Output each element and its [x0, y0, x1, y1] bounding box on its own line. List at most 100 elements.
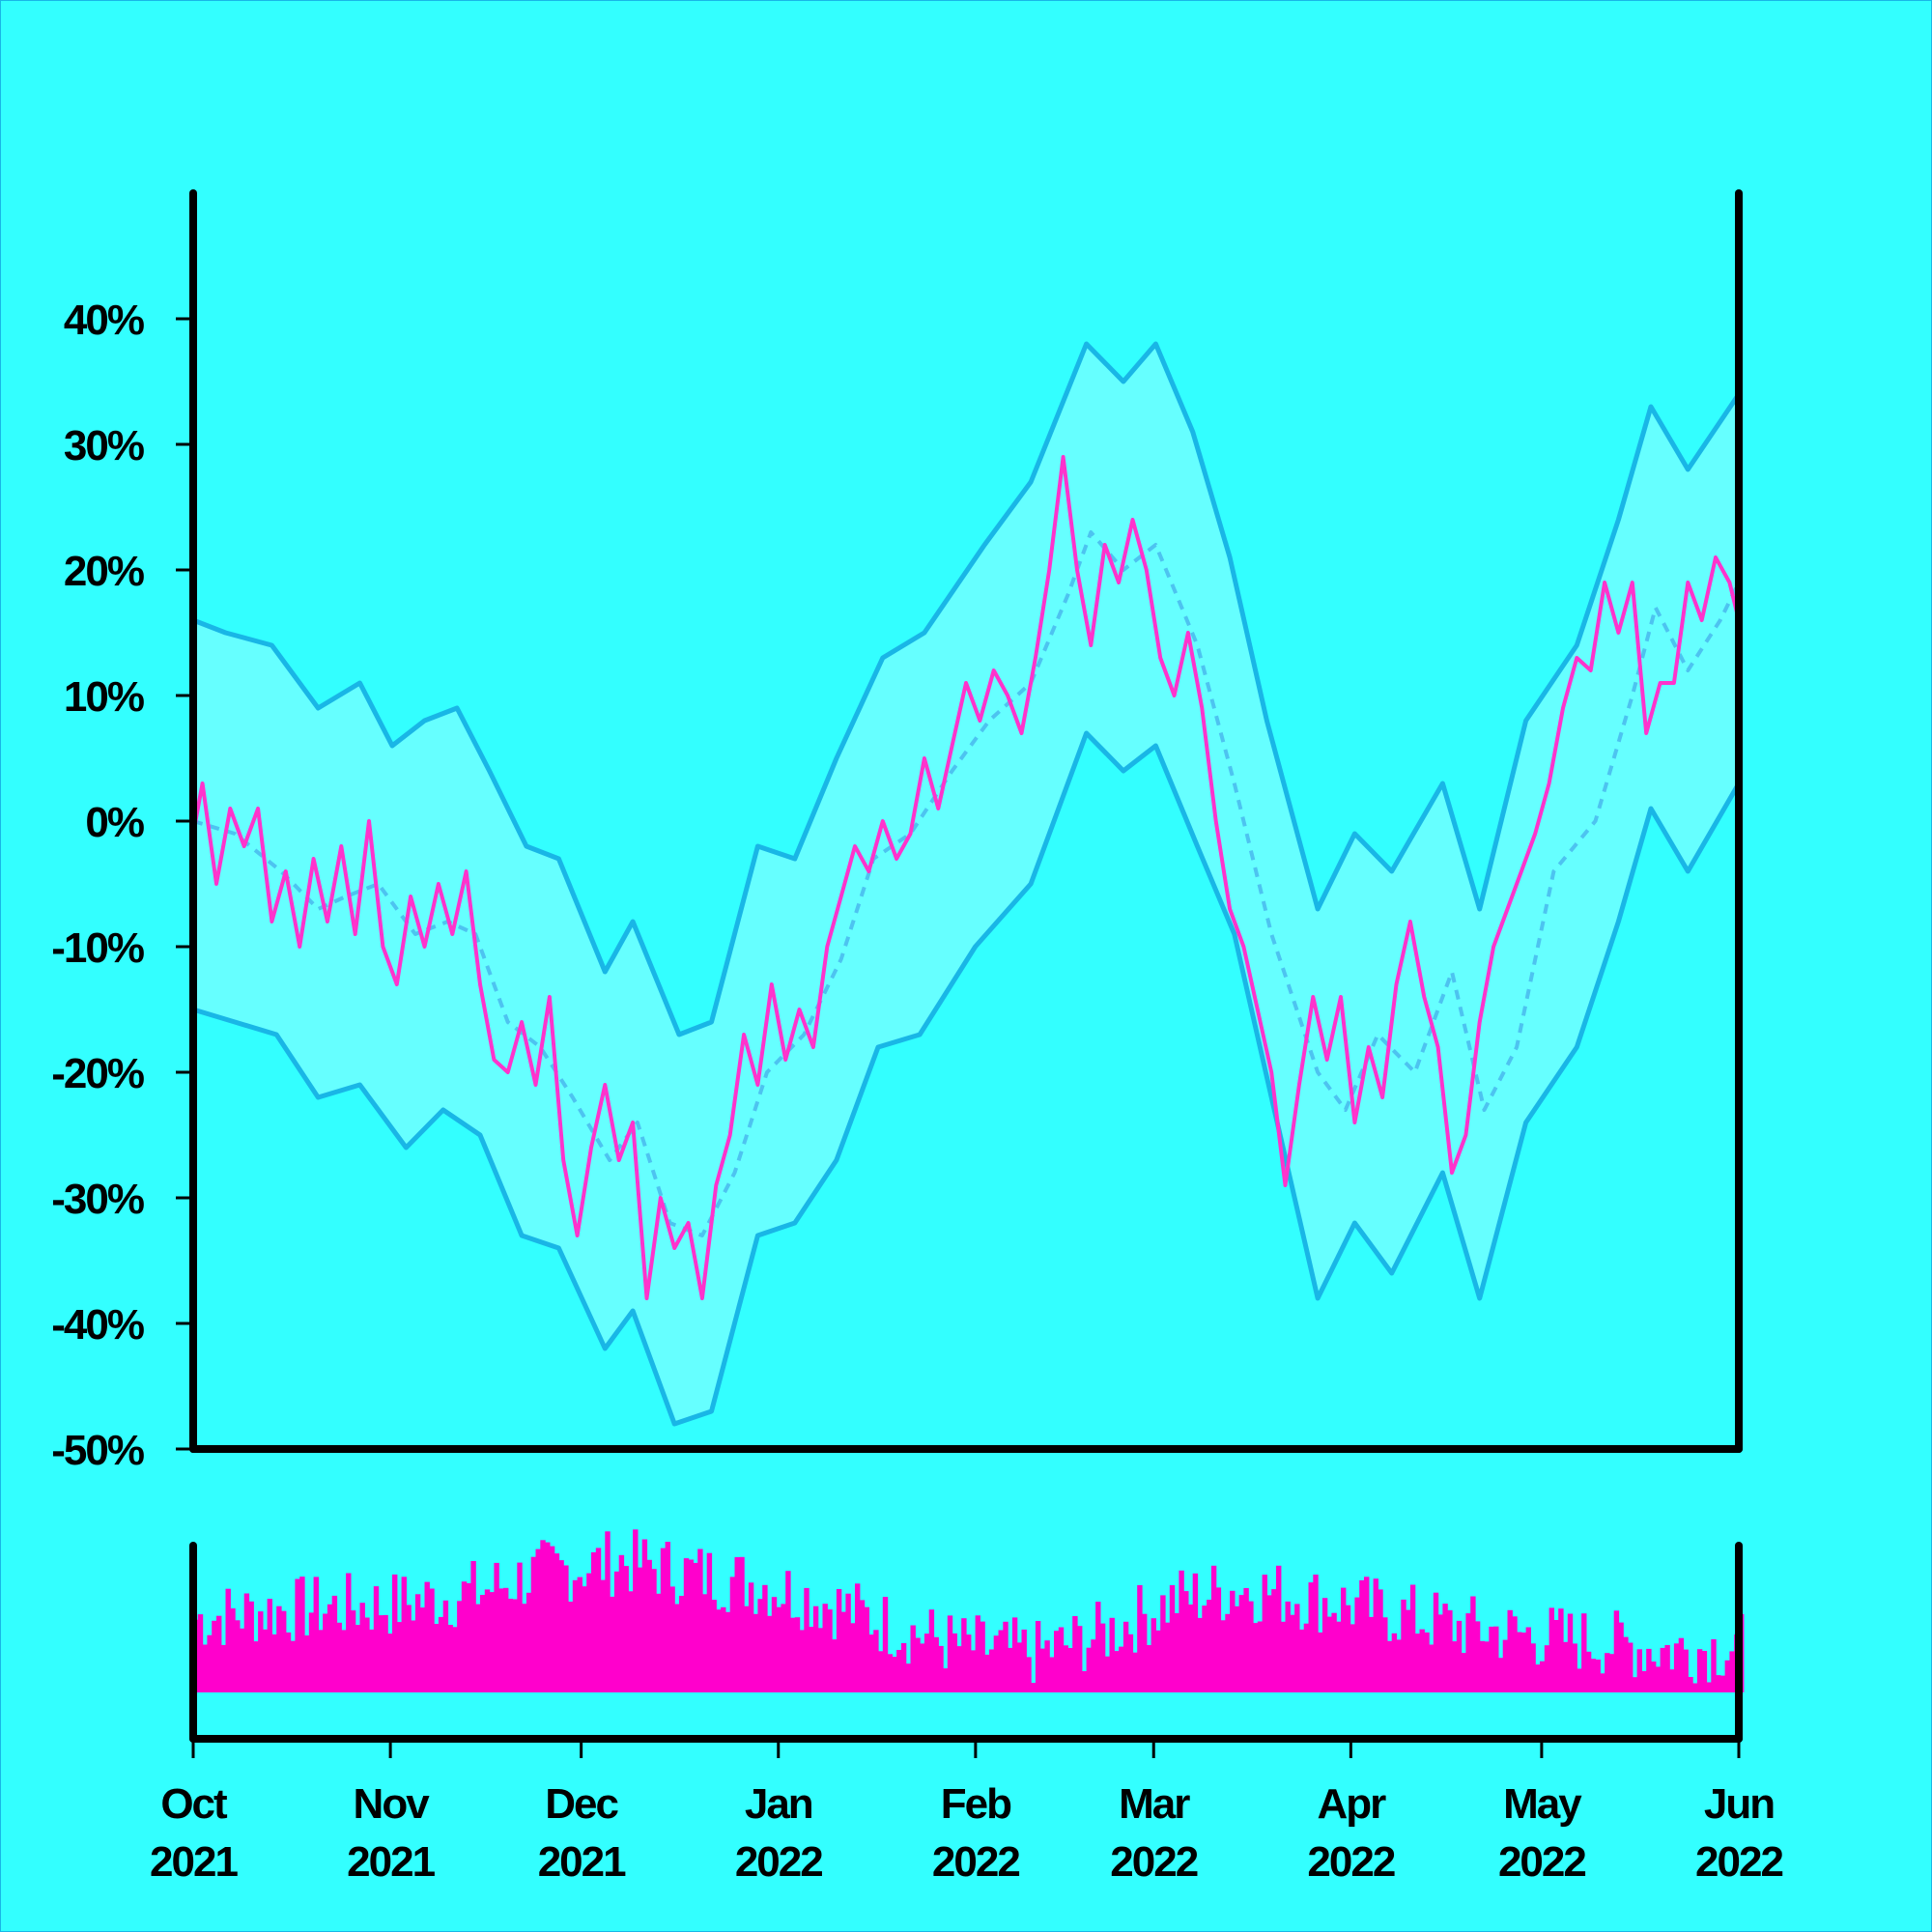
- volume-bar: [522, 1604, 527, 1692]
- volume-bar: [1151, 1618, 1156, 1692]
- volume-bar: [855, 1583, 861, 1692]
- volume-bar: [1608, 1654, 1615, 1692]
- volume-bar: [494, 1562, 499, 1692]
- volume-bar: [1058, 1627, 1065, 1692]
- volume-bar: [1548, 1607, 1554, 1692]
- volume-bar: [540, 1540, 546, 1692]
- volume-bar: [920, 1643, 925, 1692]
- x-tick-label-month: Oct: [160, 1780, 228, 1828]
- volume-bar: [1544, 1645, 1550, 1692]
- volume-bar: [364, 1617, 370, 1692]
- volume-bar: [628, 1591, 634, 1692]
- volume-bar: [248, 1601, 254, 1692]
- volume-bar: [1563, 1641, 1569, 1692]
- volume-bar: [480, 1595, 486, 1692]
- volume-bar: [1021, 1629, 1027, 1692]
- volume-bar: [225, 1588, 231, 1692]
- volume-bar: [1696, 1649, 1703, 1692]
- volume-bar: [1354, 1597, 1360, 1692]
- volume-bar: [1540, 1661, 1546, 1692]
- volume-bar: [554, 1553, 560, 1692]
- volume-bar: [1433, 1592, 1439, 1692]
- volume-bar: [341, 1630, 347, 1692]
- volume-bar: [1044, 1640, 1050, 1692]
- volume-bar: [212, 1620, 217, 1692]
- volume-bar: [1253, 1623, 1259, 1692]
- volume-bar: [1308, 1582, 1314, 1692]
- volume-bar: [947, 1615, 953, 1692]
- volume-bar: [980, 1621, 985, 1692]
- volume-bar: [572, 1579, 579, 1692]
- volume-bar: [1364, 1577, 1370, 1692]
- volume-bar: [1729, 1651, 1735, 1692]
- volume-bar: [1321, 1598, 1328, 1692]
- volume-bar: [401, 1577, 407, 1692]
- x-tick-label-year: 2022: [735, 1838, 822, 1886]
- volume-bar: [411, 1620, 416, 1692]
- y-tick-label: -30%: [51, 1176, 144, 1223]
- volume-bar: [827, 1609, 833, 1692]
- volume-bar: [1456, 1620, 1463, 1692]
- volume-bar: [1517, 1632, 1522, 1692]
- volume-bar: [1678, 1637, 1685, 1692]
- volume-bar: [868, 1634, 874, 1692]
- volume-bar: [998, 1630, 1004, 1692]
- volume-bar: [1386, 1640, 1393, 1692]
- volume-bar: [1512, 1616, 1518, 1692]
- volume-bar: [1525, 1627, 1531, 1692]
- volume-bar: [892, 1657, 897, 1692]
- volume-bar: [1285, 1601, 1291, 1692]
- volume-bar: [1497, 1658, 1504, 1692]
- volume-bar: [933, 1636, 939, 1692]
- volume-bar: [350, 1610, 356, 1692]
- volume-bar: [1290, 1614, 1295, 1692]
- volume-bar: [1655, 1666, 1662, 1692]
- volume-bar: [1535, 1664, 1541, 1692]
- volume-bar: [1489, 1626, 1494, 1692]
- x-tick-label-year: 2022: [1110, 1838, 1197, 1886]
- y-tick-label: 10%: [64, 673, 144, 721]
- x-tick-label-year: 2021: [347, 1838, 435, 1886]
- volume-bar: [1238, 1595, 1244, 1692]
- x-tick-label-month: Feb: [941, 1780, 1011, 1828]
- volume-bar: [915, 1637, 921, 1692]
- volume-bar: [1646, 1648, 1652, 1692]
- volume-bar: [290, 1640, 296, 1692]
- volume-bar: [582, 1586, 587, 1692]
- volume-bar: [970, 1650, 977, 1692]
- volume-bar: [646, 1559, 652, 1692]
- volume-bar: [910, 1625, 916, 1692]
- volume-bar: [1091, 1639, 1096, 1692]
- volume-bar: [1313, 1575, 1319, 1692]
- volume-bar: [1368, 1616, 1375, 1692]
- volume-bar: [637, 1567, 643, 1692]
- volume-bar: [1719, 1675, 1726, 1692]
- volume-bar: [790, 1617, 796, 1692]
- volume-bar: [202, 1644, 208, 1692]
- volume-bar: [383, 1614, 388, 1692]
- x-tick-label-year: 2021: [150, 1838, 238, 1886]
- volume-bar: [613, 1571, 620, 1692]
- volume-bar: [1623, 1636, 1629, 1692]
- volume-bar: [1276, 1565, 1282, 1692]
- volume-bar: [693, 1562, 698, 1692]
- volume-bar: [1701, 1651, 1708, 1692]
- volume-bar: [1179, 1570, 1184, 1692]
- volume-bar: [355, 1625, 361, 1692]
- volume-bar: [1706, 1682, 1712, 1692]
- volume-bar: [1651, 1662, 1657, 1692]
- volume-bar: [1711, 1638, 1717, 1692]
- volume-bar: [776, 1606, 781, 1692]
- volume-bar: [669, 1586, 675, 1692]
- y-tick-label: 0%: [85, 799, 143, 846]
- volume-bar: [378, 1615, 384, 1692]
- volume-bar: [748, 1582, 754, 1692]
- volume-panel: [193, 1529, 1745, 1692]
- volume-bar: [1660, 1647, 1665, 1692]
- volume-bar: [327, 1604, 333, 1692]
- volume-bar: [753, 1613, 758, 1692]
- volume-bar: [512, 1599, 518, 1692]
- volume-bar: [1039, 1648, 1045, 1692]
- volume-bar: [1132, 1652, 1138, 1692]
- volume-bar: [457, 1601, 463, 1692]
